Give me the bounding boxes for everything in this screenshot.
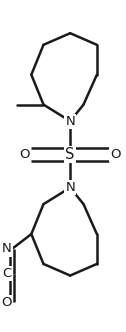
Text: O: O xyxy=(1,295,12,309)
Text: N: N xyxy=(65,181,75,194)
Text: C: C xyxy=(3,267,12,281)
Text: O: O xyxy=(19,148,30,161)
Text: N: N xyxy=(2,242,12,256)
Text: O: O xyxy=(110,148,121,161)
Text: S: S xyxy=(66,147,75,162)
Text: N: N xyxy=(65,115,75,128)
